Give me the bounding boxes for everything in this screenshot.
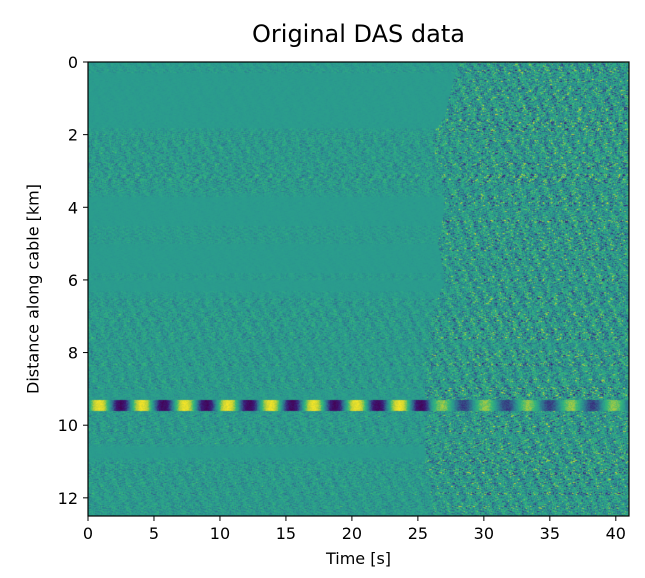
x-axis: 0 5 10 15 20 25 30 35 40	[83, 516, 626, 543]
x-tick-label: 5	[149, 524, 159, 543]
y-tick-label: 12	[58, 489, 78, 508]
x-tick-label: 10	[210, 524, 230, 543]
y-tick-label: 6	[68, 271, 78, 290]
y-axis: 0 2 4 6 8 10 12	[58, 53, 88, 508]
y-tick-label: 4	[68, 198, 78, 217]
x-tick-label: 30	[474, 524, 494, 543]
plot-area	[87, 61, 630, 517]
x-tick-label: 25	[408, 524, 428, 543]
heatmap-image	[88, 62, 629, 516]
y-axis-label: Distance along cable [km]	[23, 184, 43, 394]
y-tick-label: 0	[68, 53, 78, 72]
y-tick-label: 2	[68, 126, 78, 145]
x-tick-label: 0	[83, 524, 93, 543]
x-axis-label: Time [s]	[325, 549, 392, 568]
x-tick-label: 35	[540, 524, 560, 543]
chart-title: Original DAS data	[252, 20, 465, 48]
plot-frame	[87, 61, 630, 517]
x-tick-label: 15	[276, 524, 296, 543]
y-tick-label: 8	[68, 344, 78, 363]
x-tick-label: 20	[342, 524, 362, 543]
y-tick-label: 10	[58, 416, 78, 435]
x-tick-label: 40	[606, 524, 626, 543]
